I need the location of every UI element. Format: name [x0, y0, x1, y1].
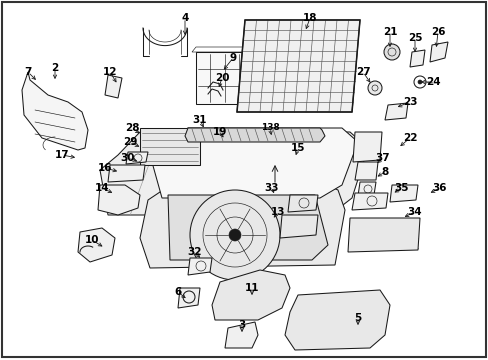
- Text: 16: 16: [98, 163, 112, 173]
- Polygon shape: [108, 165, 145, 182]
- Text: 20: 20: [214, 73, 229, 83]
- Polygon shape: [287, 195, 317, 212]
- Bar: [231, 283, 244, 291]
- Text: 29: 29: [122, 137, 137, 147]
- Polygon shape: [184, 128, 325, 142]
- Text: 36: 36: [432, 183, 447, 193]
- Polygon shape: [237, 20, 359, 112]
- Polygon shape: [354, 162, 377, 180]
- Polygon shape: [126, 152, 148, 164]
- Polygon shape: [187, 258, 212, 275]
- Polygon shape: [352, 132, 381, 162]
- Polygon shape: [140, 182, 345, 268]
- Text: 37: 37: [375, 153, 389, 163]
- Text: 35: 35: [394, 183, 408, 193]
- Text: 4: 4: [181, 13, 188, 23]
- Polygon shape: [280, 215, 317, 238]
- Text: 22: 22: [402, 133, 416, 143]
- Text: 18: 18: [302, 13, 317, 23]
- Polygon shape: [22, 72, 88, 150]
- Text: 5: 5: [354, 313, 361, 323]
- Polygon shape: [347, 218, 419, 252]
- Text: 13: 13: [270, 207, 285, 217]
- Polygon shape: [317, 304, 354, 326]
- Text: 15: 15: [290, 143, 305, 153]
- Text: 34: 34: [407, 207, 422, 217]
- Text: 2: 2: [51, 63, 59, 73]
- Bar: [379, 222, 391, 230]
- Text: 26: 26: [430, 27, 445, 37]
- Polygon shape: [196, 52, 253, 104]
- Bar: [361, 222, 373, 230]
- Polygon shape: [384, 103, 407, 120]
- Circle shape: [190, 190, 280, 280]
- Bar: [254, 283, 266, 291]
- Polygon shape: [351, 193, 387, 210]
- Polygon shape: [178, 288, 200, 308]
- Polygon shape: [409, 50, 424, 67]
- Text: 3: 3: [238, 320, 245, 330]
- Text: 25: 25: [407, 33, 421, 43]
- Polygon shape: [212, 270, 289, 320]
- Polygon shape: [224, 322, 258, 348]
- Polygon shape: [105, 75, 122, 98]
- Polygon shape: [150, 128, 357, 198]
- Circle shape: [367, 81, 381, 95]
- Text: 32: 32: [187, 247, 202, 257]
- Text: 28: 28: [124, 123, 139, 133]
- Text: 138: 138: [260, 123, 279, 132]
- Text: 8: 8: [381, 167, 388, 177]
- Polygon shape: [429, 42, 447, 62]
- Polygon shape: [100, 132, 367, 215]
- Text: 31: 31: [192, 115, 207, 125]
- Polygon shape: [78, 228, 115, 262]
- Bar: [397, 222, 409, 230]
- Text: 11: 11: [244, 283, 259, 293]
- Polygon shape: [285, 290, 389, 350]
- Polygon shape: [357, 182, 375, 196]
- Polygon shape: [389, 185, 417, 202]
- Text: 6: 6: [174, 287, 181, 297]
- Text: 21: 21: [382, 27, 396, 37]
- Polygon shape: [168, 195, 327, 260]
- Text: 14: 14: [95, 183, 109, 193]
- Text: 9: 9: [229, 53, 236, 63]
- Text: 17: 17: [55, 150, 69, 160]
- Text: 10: 10: [84, 235, 99, 245]
- Circle shape: [383, 44, 399, 60]
- Text: 27: 27: [355, 67, 369, 77]
- Text: 19: 19: [212, 127, 227, 137]
- Text: 30: 30: [121, 153, 135, 163]
- Polygon shape: [98, 185, 140, 215]
- Polygon shape: [140, 128, 200, 165]
- Text: 24: 24: [425, 77, 439, 87]
- Circle shape: [228, 229, 241, 241]
- Text: 12: 12: [102, 67, 117, 77]
- Circle shape: [417, 80, 421, 84]
- Text: 23: 23: [402, 97, 416, 107]
- Text: 33: 33: [264, 183, 279, 193]
- Text: 7: 7: [24, 67, 32, 77]
